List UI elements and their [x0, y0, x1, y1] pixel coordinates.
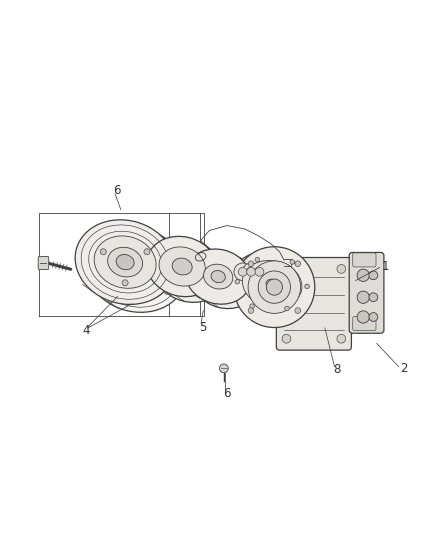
Ellipse shape: [242, 261, 301, 308]
Circle shape: [219, 364, 228, 373]
Circle shape: [281, 334, 290, 343]
Ellipse shape: [192, 253, 257, 309]
Ellipse shape: [211, 271, 225, 282]
Text: 5: 5: [198, 320, 206, 334]
Text: 2: 2: [399, 362, 407, 375]
FancyBboxPatch shape: [349, 253, 383, 333]
Circle shape: [234, 279, 239, 284]
Circle shape: [356, 269, 369, 281]
Circle shape: [246, 268, 255, 276]
Ellipse shape: [230, 251, 313, 317]
Circle shape: [238, 268, 247, 276]
Circle shape: [254, 268, 263, 276]
Ellipse shape: [252, 268, 291, 300]
FancyBboxPatch shape: [38, 256, 49, 270]
Circle shape: [254, 257, 259, 262]
Circle shape: [122, 280, 128, 286]
Ellipse shape: [107, 247, 142, 277]
Text: 8: 8: [332, 363, 339, 376]
Ellipse shape: [154, 242, 225, 302]
Circle shape: [281, 264, 290, 273]
Ellipse shape: [116, 254, 134, 270]
Circle shape: [250, 263, 268, 280]
Ellipse shape: [265, 279, 278, 289]
Ellipse shape: [94, 236, 156, 288]
Ellipse shape: [203, 264, 232, 289]
Circle shape: [368, 293, 377, 302]
Circle shape: [356, 291, 369, 303]
Circle shape: [233, 263, 251, 280]
Ellipse shape: [172, 258, 192, 275]
Circle shape: [294, 308, 300, 313]
FancyBboxPatch shape: [352, 317, 375, 330]
Ellipse shape: [75, 220, 175, 304]
Ellipse shape: [159, 247, 205, 286]
Circle shape: [294, 261, 300, 266]
Text: 6: 6: [223, 387, 230, 400]
Ellipse shape: [86, 228, 186, 312]
Circle shape: [336, 264, 345, 273]
Circle shape: [356, 311, 369, 323]
Circle shape: [258, 271, 290, 303]
Circle shape: [144, 249, 150, 255]
Circle shape: [100, 249, 106, 255]
Circle shape: [368, 312, 377, 321]
Circle shape: [247, 261, 253, 266]
Circle shape: [233, 247, 314, 327]
FancyBboxPatch shape: [352, 253, 375, 267]
Circle shape: [290, 260, 294, 264]
Text: 6: 6: [113, 184, 120, 198]
Circle shape: [336, 334, 345, 343]
Ellipse shape: [185, 249, 250, 304]
Ellipse shape: [166, 253, 213, 292]
Text: 1: 1: [381, 260, 389, 273]
Circle shape: [284, 306, 289, 311]
Ellipse shape: [146, 236, 217, 297]
Circle shape: [266, 279, 282, 295]
Circle shape: [304, 284, 309, 289]
Circle shape: [247, 261, 300, 313]
Circle shape: [249, 304, 254, 309]
Circle shape: [368, 271, 377, 280]
Circle shape: [242, 263, 259, 280]
Text: 4: 4: [82, 324, 90, 337]
FancyBboxPatch shape: [276, 257, 351, 350]
Ellipse shape: [259, 274, 284, 294]
Circle shape: [247, 308, 253, 313]
